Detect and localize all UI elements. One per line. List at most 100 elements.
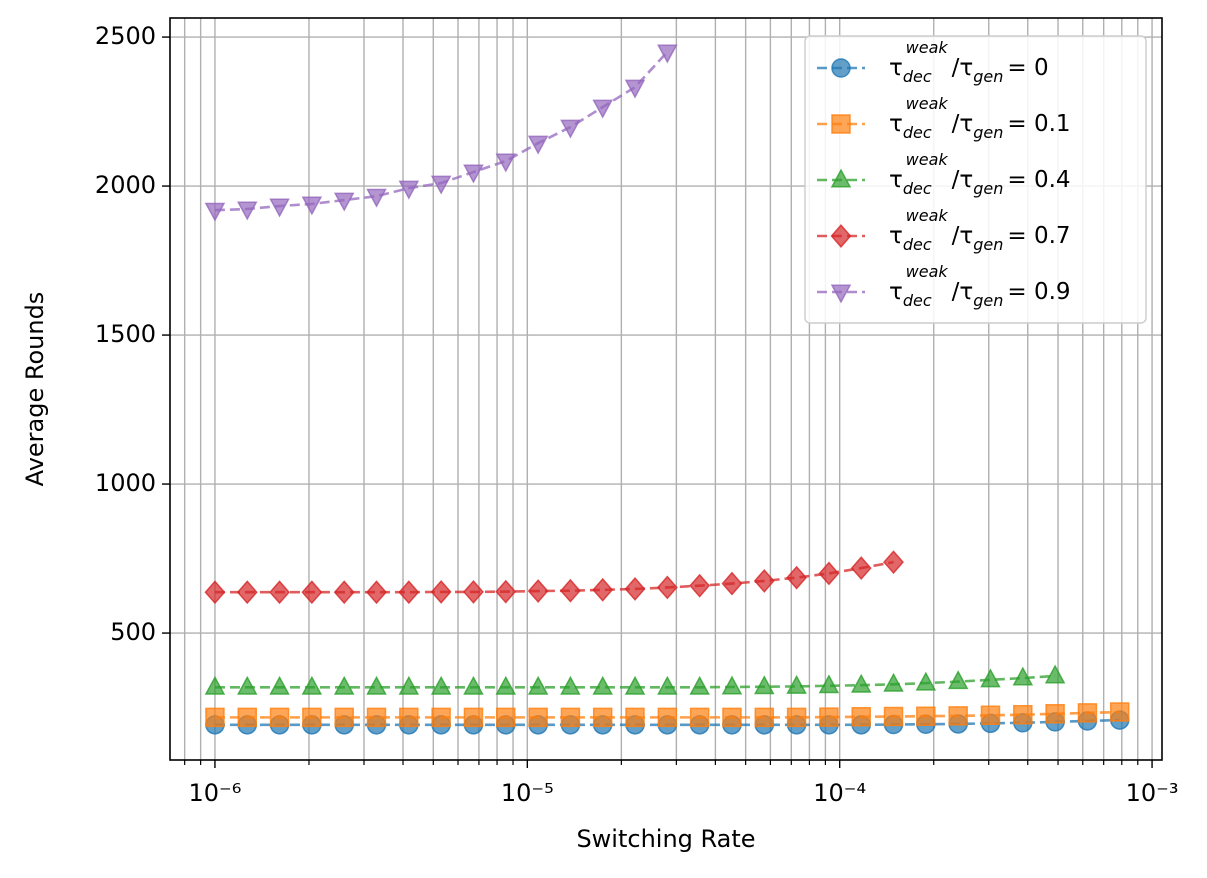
marker: [269, 675, 290, 695]
legend-marker: [830, 284, 852, 304]
marker: [398, 580, 420, 605]
legend-marker: [831, 58, 851, 78]
marker: [560, 119, 581, 139]
marker: [1077, 703, 1098, 723]
x-axis-label: Switching Rate: [576, 825, 755, 853]
x-tick-label: 10⁻⁶: [189, 779, 242, 807]
x-tick-label: 10⁻⁵: [501, 779, 554, 807]
marker: [430, 175, 452, 195]
marker: [495, 675, 517, 695]
marker: [204, 580, 226, 605]
legend-label-part: weak: [906, 38, 949, 57]
marker: [754, 707, 775, 728]
legend-label-part: dec: [903, 179, 932, 198]
legend-label-part: = 0.1: [1007, 111, 1070, 137]
marker: [915, 671, 937, 691]
marker: [495, 579, 517, 604]
marker: [656, 575, 678, 600]
marker: [1045, 704, 1065, 724]
marker: [592, 675, 613, 695]
marker: [1044, 664, 1066, 684]
legend-label-part: dec: [903, 291, 932, 310]
marker: [236, 580, 258, 605]
marker: [689, 675, 710, 695]
marker: [980, 705, 1001, 726]
marker: [1013, 704, 1033, 725]
marker: [657, 44, 678, 64]
marker: [366, 188, 387, 208]
marker: [430, 675, 452, 695]
legend-label-part: = 0.7: [1007, 223, 1070, 249]
marker: [204, 202, 226, 222]
legend-label-part: gen: [973, 67, 1003, 86]
marker: [237, 675, 258, 695]
marker: [592, 707, 613, 728]
y-tick-label: 1000: [95, 469, 156, 497]
marker: [592, 99, 613, 119]
marker: [463, 164, 484, 184]
legend-label-part: = 0.4: [1007, 167, 1070, 193]
marker: [722, 707, 742, 728]
marker: [334, 707, 354, 728]
legend-label: τdec weak/τgen = 0: [889, 38, 1049, 86]
legend-label: τdec weak/τgen = 0.7: [889, 206, 1071, 254]
legend-label-part: weak: [906, 94, 949, 113]
marker: [850, 673, 872, 693]
legend-label-part: τ: [889, 111, 903, 137]
marker: [592, 577, 614, 602]
marker: [527, 675, 549, 695]
marker: [463, 675, 484, 695]
legend-label-part: τ: [889, 223, 903, 249]
legend-label-part: dec: [903, 67, 932, 86]
legend-label-part: weak: [906, 206, 949, 225]
marker: [430, 579, 452, 604]
marker: [1012, 666, 1034, 686]
y-axis-label: Average Rounds: [21, 292, 49, 487]
marker: [916, 706, 936, 726]
marker: [721, 571, 743, 596]
legend-label-part: /τ: [952, 55, 974, 81]
marker: [624, 675, 646, 695]
marker: [819, 707, 839, 727]
legend-marker: [830, 224, 852, 248]
marker: [625, 707, 645, 728]
marker: [657, 707, 678, 728]
marker: [689, 707, 710, 728]
legend-label: τdec weak/τgen = 0.4: [889, 150, 1071, 198]
y-tick-label: 500: [110, 618, 156, 646]
legend-label-part: gen: [973, 235, 1003, 254]
marker: [463, 707, 484, 728]
marker: [269, 580, 290, 605]
marker: [398, 180, 420, 200]
marker: [624, 577, 646, 601]
marker: [786, 707, 807, 728]
legend-label-part: = 0: [1007, 55, 1048, 81]
marker: [851, 707, 871, 727]
marker: [1109, 702, 1130, 722]
legend-label: τdec weak/τgen = 0.1: [889, 94, 1071, 142]
x-tick-label: 10⁻³: [1126, 779, 1179, 807]
marker: [721, 675, 743, 695]
marker: [399, 707, 419, 728]
marker: [333, 192, 355, 212]
marker: [754, 675, 775, 695]
legend-label-part: gen: [973, 179, 1003, 198]
legend-label-part: τ: [889, 167, 903, 193]
marker: [269, 198, 290, 218]
plot-frame: [169, 17, 1163, 761]
marker: [463, 579, 484, 604]
marker: [301, 580, 323, 605]
legend-label-part: weak: [906, 150, 949, 169]
marker: [301, 196, 323, 216]
marker: [204, 675, 226, 695]
marker: [205, 707, 225, 728]
marker: [883, 706, 904, 727]
marker: [753, 568, 775, 593]
legend-label-part: /τ: [952, 167, 974, 193]
y-tick-label: 2500: [95, 22, 156, 50]
legend-label-part: /τ: [952, 279, 974, 305]
marker: [333, 580, 355, 605]
legend-label-part: /τ: [952, 223, 974, 249]
legend-label-part: /τ: [952, 111, 974, 137]
